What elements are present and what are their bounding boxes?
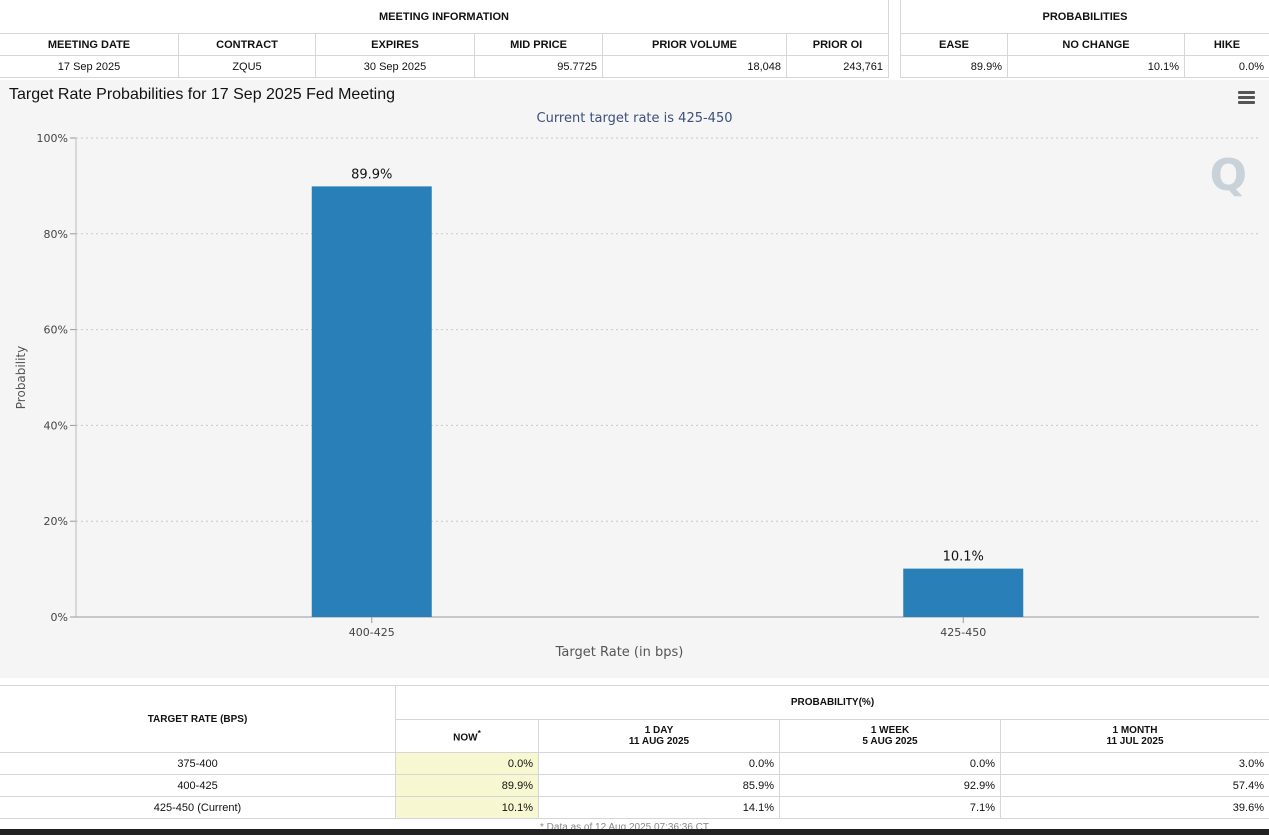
prior-oi-value: 243,761 — [786, 55, 889, 78]
col-1-day-label: 1 DAY — [644, 725, 674, 736]
col-1-week-label: 1 WEEK — [870, 725, 910, 736]
month-cell: 39.6% — [1000, 796, 1269, 819]
data-label: 89.9% — [351, 167, 392, 182]
now-cell: 0.0% — [395, 752, 539, 775]
hike-value: 0.0% — [1184, 55, 1269, 78]
data-timestamp-footnote: * Data as of 12 Aug 2025 07:36:36 CT — [540, 822, 710, 833]
rate-cell: 375-400 — [0, 752, 396, 775]
week-cell: 7.1% — [779, 796, 1001, 819]
y-tick-label: 100% — [37, 132, 68, 145]
y-tick-label: 40% — [44, 419, 68, 432]
probability-history-table: TARGET RATE (BPS) PROBABILITY(%) NOW* 1 … — [0, 685, 1269, 819]
expires-value: 30 Sep 2025 — [315, 55, 475, 78]
col-hike: HIKE — [1184, 33, 1269, 56]
rate-cell: 425-450 (Current) — [0, 796, 396, 819]
x-axis-title: Target Rate (in bps) — [555, 645, 684, 660]
probabilities-table: PROBABILITIES EASE NO CHANGE HIKE 89.9% … — [900, 0, 1269, 78]
day-cell: 14.1% — [538, 796, 780, 819]
bar — [903, 568, 1024, 617]
col-1-month-date: 11 JUL 2025 — [1106, 736, 1164, 747]
col-1-week-date: 5 AUG 2025 — [862, 736, 918, 747]
day-cell: 85.9% — [538, 774, 780, 797]
y-tick-label: 20% — [44, 515, 68, 528]
table-row: 375-400 0.0% 0.0% 0.0% 3.0% — [0, 752, 1269, 775]
now-label: NOW — [453, 732, 478, 744]
table-row: 400-425 89.9% 85.9% 92.9% 57.4% — [0, 774, 1269, 797]
contract-value: ZQU5 — [178, 55, 316, 78]
meeting-info-table: MEETING INFORMATION MEETING DATE CONTRAC… — [0, 0, 889, 78]
mid-price-value: 95.7725 — [474, 55, 603, 78]
y-tick-label: 80% — [44, 228, 68, 241]
col-no-change: NO CHANGE — [1007, 33, 1185, 56]
week-cell: 0.0% — [779, 752, 1001, 775]
y-tick-label: 60% — [44, 324, 68, 337]
meeting-info-title: MEETING INFORMATION — [0, 0, 889, 34]
week-cell: 92.9% — [779, 774, 1001, 797]
prior-volume-value: 18,048 — [602, 55, 787, 78]
probability-header: PROBABILITY(%) — [395, 685, 1269, 720]
table-row: 425-450 (Current) 10.1% 14.1% 7.1% 39.6% — [0, 796, 1269, 819]
col-1-day: 1 DAY 11 AUG 2025 — [538, 719, 780, 753]
month-cell: 3.0% — [1000, 752, 1269, 775]
x-tick-label: 425-450 — [940, 626, 986, 639]
col-1-week: 1 WEEK 5 AUG 2025 — [779, 719, 1001, 753]
col-prior-oi: PRIOR OI — [786, 33, 889, 56]
target-rate-header: TARGET RATE (BPS) — [0, 685, 396, 753]
col-mid-price: MID PRICE — [474, 33, 603, 56]
day-cell: 0.0% — [538, 752, 780, 775]
x-tick-label: 400-425 — [349, 626, 395, 639]
y-axis-title: Probability — [14, 346, 28, 409]
col-meeting-date: MEETING DATE — [0, 33, 179, 56]
ease-value: 89.9% — [900, 55, 1008, 78]
month-cell: 57.4% — [1000, 774, 1269, 797]
col-expires: EXPIRES — [315, 33, 475, 56]
col-1-day-date: 11 AUG 2025 — [628, 736, 690, 747]
col-1-month-label: 1 MONTH — [1112, 725, 1158, 736]
col-prior-volume: PRIOR VOLUME — [602, 33, 787, 56]
watermark-logo: Q — [1209, 150, 1247, 201]
rate-cell: 400-425 — [0, 774, 396, 797]
bar-chart: 0% 20% 40% 60% 80% 100% 89.9% 400-425 10.1% 425-4… — [14, 132, 1259, 660]
col-contract: CONTRACT — [178, 33, 316, 56]
y-tick-label: 0% — [51, 611, 68, 624]
data-label: 10.1% — [943, 550, 984, 565]
hamburger-menu-icon[interactable] — [1238, 91, 1255, 105]
now-cell: 10.1% — [395, 796, 539, 819]
col-ease: EASE — [900, 33, 1008, 56]
now-mark: * — [477, 728, 481, 739]
col-1-month: 1 MONTH 11 JUL 2025 — [1000, 719, 1269, 753]
bottom-scrollbar[interactable] — [0, 829, 1269, 835]
chart-title: Target Rate Probabilities for 17 Sep 202… — [9, 86, 396, 103]
meeting-date-value: 17 Sep 2025 — [0, 55, 179, 78]
chart-subtitle: Current target rate is 425-450 — [536, 111, 733, 126]
bar — [311, 186, 432, 617]
col-now: NOW* — [395, 719, 539, 753]
chart-panel: 0% 20% 40% 60% 80% 100% 89.9% 400-425 10.1% 425-4… — [0, 80, 1269, 678]
no-change-value: 10.1% — [1007, 55, 1185, 78]
probabilities-title: PROBABILITIES — [900, 0, 1269, 34]
now-cell: 89.9% — [395, 774, 539, 797]
